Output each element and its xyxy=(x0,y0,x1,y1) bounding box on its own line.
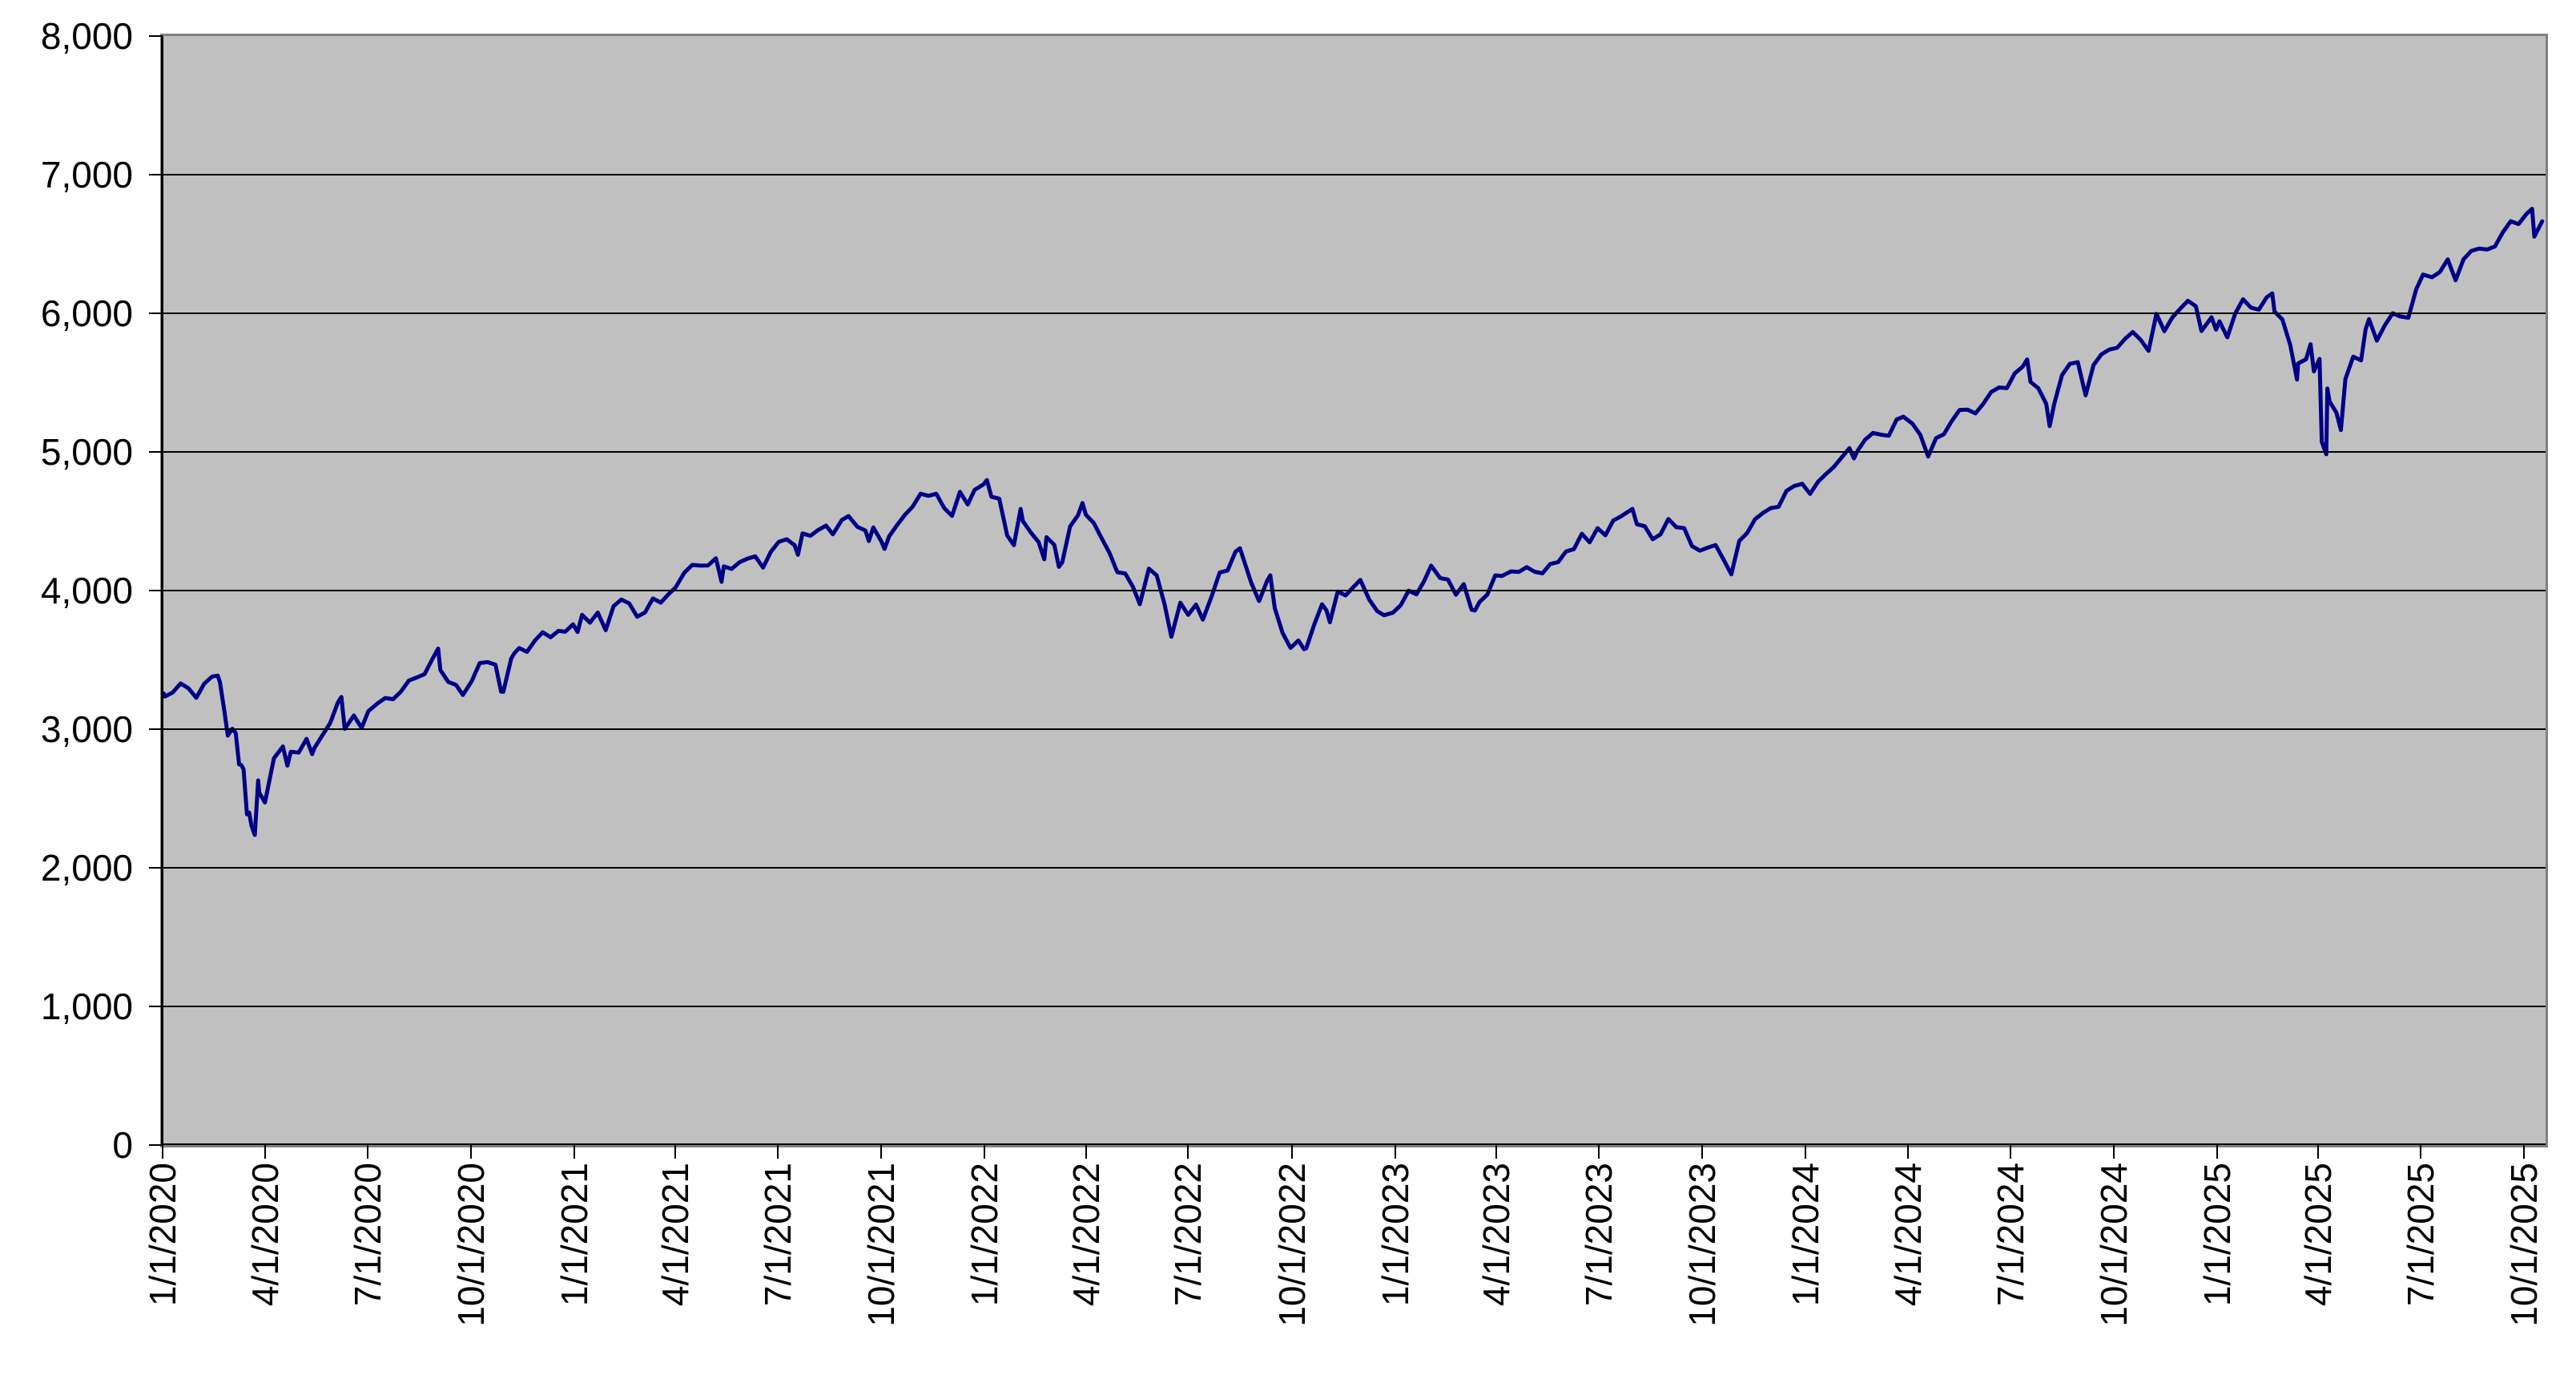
x-tick-label: 10/1/2025 xyxy=(2503,1163,2546,1327)
x-tick xyxy=(162,1145,163,1159)
y-tick xyxy=(149,867,163,869)
x-tick xyxy=(1805,1145,1807,1159)
x-tick-label: 7/1/2025 xyxy=(2400,1163,2442,1307)
y-tick-label: 8,000 xyxy=(40,15,133,57)
y-gridline xyxy=(163,451,2546,453)
y-tick xyxy=(149,1144,163,1146)
x-tick xyxy=(469,1145,472,1159)
x-tick xyxy=(2317,1145,2320,1159)
x-tick-label: 4/1/2025 xyxy=(2297,1163,2340,1307)
x-tick xyxy=(1701,1145,1704,1159)
x-tick-label: 1/1/2024 xyxy=(1785,1163,1827,1307)
y-gridline xyxy=(163,867,2546,869)
x-tick-label: 10/1/2021 xyxy=(860,1163,903,1327)
x-tick xyxy=(776,1145,779,1159)
y-tick-label: 5,000 xyxy=(40,431,133,473)
y-gridline xyxy=(163,312,2546,314)
x-tick xyxy=(2112,1145,2115,1159)
y-tick xyxy=(149,35,163,37)
price-line-svg xyxy=(163,207,2545,837)
price-line xyxy=(163,207,2545,837)
y-tick xyxy=(149,312,163,314)
x-tick-label: 10/1/2023 xyxy=(1681,1163,1724,1327)
x-tick-label: 7/1/2022 xyxy=(1167,1163,1210,1307)
x-tick xyxy=(1290,1145,1293,1159)
y-tick-label: 6,000 xyxy=(40,292,133,334)
plot-area xyxy=(163,36,2546,1145)
x-tick xyxy=(1187,1145,1189,1159)
x-tick xyxy=(573,1145,575,1159)
x-tick-label: 7/1/2021 xyxy=(756,1163,799,1307)
y-gridline xyxy=(163,1006,2546,1007)
y-tick-label: 0 xyxy=(112,1124,133,1166)
x-tick-label: 1/1/2020 xyxy=(142,1163,183,1307)
x-tick-label: 4/1/2020 xyxy=(244,1163,286,1307)
x-tick-label: 1/1/2023 xyxy=(1374,1163,1416,1307)
x-tick xyxy=(2009,1145,2011,1159)
x-tick-label: 7/1/2023 xyxy=(1577,1163,1620,1307)
x-tick xyxy=(2420,1145,2422,1159)
y-tick xyxy=(149,590,163,591)
x-tick xyxy=(1597,1145,1600,1159)
x-tick xyxy=(366,1145,368,1159)
x-tick xyxy=(1394,1145,1396,1159)
x-axis-line xyxy=(163,1143,2546,1145)
x-tick-label: 10/1/2024 xyxy=(2092,1163,2135,1327)
x-tick-label: 4/1/2024 xyxy=(1886,1163,1929,1307)
y-tick xyxy=(149,174,163,175)
x-tick-label: 1/1/2021 xyxy=(553,1163,595,1307)
y-gridline xyxy=(163,728,2546,730)
x-tick-label: 4/1/2021 xyxy=(654,1163,697,1307)
y-gridline xyxy=(163,590,2546,591)
y-tick-label: 1,000 xyxy=(40,986,133,1027)
x-tick-label: 10/1/2022 xyxy=(1270,1163,1313,1327)
y-tick-label: 2,000 xyxy=(40,847,133,889)
x-tick xyxy=(1495,1145,1498,1159)
x-tick xyxy=(264,1145,266,1159)
x-tick-label: 7/1/2024 xyxy=(1989,1163,2031,1307)
x-tick xyxy=(1906,1145,1909,1159)
y-tick-label: 3,000 xyxy=(40,708,133,750)
x-tick xyxy=(674,1145,677,1159)
y-tick-label: 7,000 xyxy=(40,154,133,196)
x-tick-label: 4/1/2022 xyxy=(1065,1163,1107,1307)
x-tick-label: 1/1/2022 xyxy=(964,1163,1006,1307)
x-tick-label: 7/1/2020 xyxy=(346,1163,388,1307)
x-tick xyxy=(2216,1145,2219,1159)
y-tick xyxy=(149,451,163,453)
x-tick xyxy=(880,1145,883,1159)
y-gridline xyxy=(163,174,2546,175)
y-tick xyxy=(149,1006,163,1007)
x-tick-label: 10/1/2020 xyxy=(449,1163,492,1327)
y-tick-label: 4,000 xyxy=(40,570,133,611)
x-tick xyxy=(2523,1145,2526,1159)
x-tick xyxy=(1085,1145,1087,1159)
x-tick xyxy=(984,1145,986,1159)
y-tick xyxy=(149,728,163,730)
x-tick-label: 1/1/2025 xyxy=(2196,1163,2239,1307)
x-tick-label: 4/1/2023 xyxy=(1475,1163,1518,1307)
